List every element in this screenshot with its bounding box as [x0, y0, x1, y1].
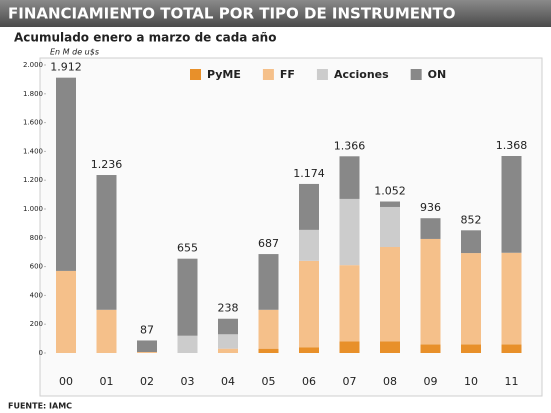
bar-segment	[258, 309, 279, 349]
legend-label: Acciones	[334, 68, 389, 81]
bar-segment	[258, 254, 279, 310]
legend-label: ON	[428, 68, 447, 81]
bar-segment	[299, 229, 319, 261]
plot-panel	[39, 57, 543, 397]
x-tick-label: 09	[424, 375, 438, 388]
legend-swatch	[190, 69, 201, 80]
x-tick-label: 07	[343, 375, 357, 388]
total-label: 1.052	[374, 185, 406, 198]
bar-segment	[339, 198, 360, 266]
legend-label: FF	[280, 68, 295, 81]
bar-segment	[56, 270, 76, 353]
y-tick-label: 800	[30, 234, 43, 242]
chart-subtitle: Acumulado enero a marzo de cada año	[14, 31, 276, 45]
bar-segment	[299, 260, 319, 348]
y-tick-label: 600	[30, 263, 43, 271]
chart-title: FINANCIAMIENTO TOTAL POR TIPO DE INSTRUM…	[8, 5, 456, 23]
total-label: 87	[140, 323, 154, 336]
total-label: 1.236	[91, 158, 123, 171]
bar-segment	[96, 175, 117, 310]
y-tick-label: 1.600	[23, 119, 43, 127]
x-tick-label: 04	[221, 375, 235, 388]
x-tick-label: 03	[181, 375, 195, 388]
bar-segment	[218, 348, 238, 353]
y-tick-label: 400	[30, 291, 43, 299]
total-label: 687	[258, 237, 279, 250]
bar-segment	[380, 247, 400, 342]
bar-segment	[339, 341, 360, 353]
y-tick-label: 2.000	[23, 61, 43, 69]
total-label: 852	[461, 213, 482, 226]
header-bar	[0, 0, 551, 27]
bar-segment	[420, 344, 441, 353]
y-tick-label: 1.800	[23, 90, 43, 98]
bar-segment	[380, 341, 400, 353]
x-tick-label: 05	[262, 375, 276, 388]
total-label: 1.368	[496, 139, 528, 152]
bar-segment	[258, 348, 279, 353]
x-tick-label: 06	[302, 375, 316, 388]
y-tick-label: 1.400	[23, 147, 43, 155]
x-tick-label: 10	[464, 375, 478, 388]
total-label: 936	[420, 201, 441, 214]
total-label: 1.912	[50, 61, 82, 74]
bar-segment	[461, 253, 481, 345]
total-label: 655	[177, 242, 198, 255]
x-tick-label: 01	[100, 375, 114, 388]
total-label: 1.366	[334, 139, 366, 152]
bar-segment	[501, 156, 522, 253]
bar-segment	[218, 334, 238, 349]
y-axis-label: En M de u$s	[50, 48, 99, 57]
bar-segment	[380, 206, 400, 248]
x-tick-label: 08	[383, 375, 397, 388]
bar-segment	[420, 218, 441, 239]
bar-segment	[461, 344, 481, 353]
bar-segment	[137, 351, 157, 353]
bar-segment	[380, 201, 400, 207]
legend-swatch	[262, 69, 274, 80]
total-label: 1.174	[293, 167, 325, 180]
legend-swatch	[316, 69, 328, 80]
y-tick-label: 0	[39, 349, 43, 357]
legend-swatch	[410, 69, 422, 80]
bar-segment	[339, 265, 360, 342]
bar-segment	[339, 156, 360, 199]
bar-segment	[177, 335, 198, 353]
x-tick-label: 00	[59, 375, 73, 388]
y-tick-label: 1.000	[23, 205, 43, 213]
bar-segment	[461, 230, 481, 254]
total-label: 238	[218, 302, 239, 315]
bar-segment	[299, 347, 319, 353]
bar-segment	[420, 238, 441, 345]
legend-label: PyME	[207, 68, 241, 81]
bar-segment	[299, 183, 319, 230]
bar-segment	[137, 340, 157, 352]
bar-segment	[218, 318, 238, 335]
y-tick-label: 1.200	[23, 176, 43, 184]
bar-segment	[96, 309, 117, 353]
y-tick-label: 200	[30, 320, 43, 328]
bar-segment	[501, 344, 522, 353]
bar-segment	[501, 252, 522, 345]
bar-segment	[56, 77, 76, 271]
source: FUENTE: IAMC	[8, 402, 72, 411]
x-tick-label: 11	[505, 375, 519, 388]
x-tick-label: 02	[140, 375, 154, 388]
bar-segment	[177, 258, 198, 336]
